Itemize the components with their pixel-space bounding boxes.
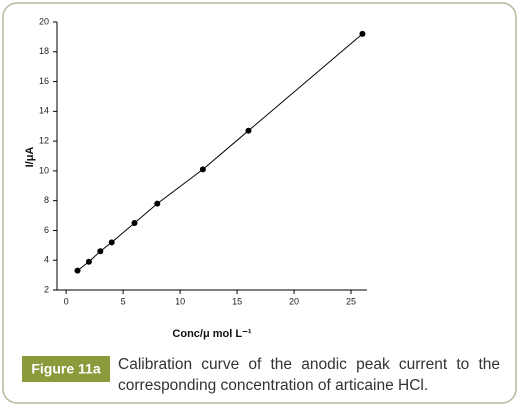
- x-tick-label: 15: [232, 296, 242, 306]
- y-tick-label: 14: [39, 106, 49, 116]
- data-point: [74, 267, 81, 274]
- y-axis-label: I/μA: [24, 147, 36, 168]
- y-tick-label: 8: [44, 195, 49, 205]
- data-point: [154, 200, 161, 207]
- data-point: [245, 127, 252, 134]
- data-point: [359, 30, 366, 37]
- frame: [2, 2, 517, 404]
- fit-line: [77, 33, 363, 272]
- data-point: [85, 258, 92, 265]
- y-tick-label: 18: [39, 46, 49, 56]
- y-tick-label: 20: [39, 16, 49, 26]
- data-point: [131, 220, 138, 226]
- y-tick-label: 12: [39, 135, 49, 145]
- y-tick-label: 2: [44, 284, 49, 294]
- y-tick-label: 10: [39, 165, 49, 175]
- y-tick-label: 6: [44, 225, 49, 235]
- x-tick-label: 0: [64, 296, 69, 306]
- caption-label: Figure 11a: [31, 361, 100, 377]
- y-tick-label: 4: [44, 255, 49, 265]
- x-tick-label: 20: [289, 296, 299, 306]
- x-tick-label: 25: [346, 296, 356, 306]
- data-point: [108, 239, 115, 246]
- x-axis-label: Conc/μ mol L⁻¹: [172, 328, 251, 340]
- data-point: [199, 166, 206, 173]
- data-point: [97, 248, 104, 255]
- y-tick-label: 16: [39, 76, 49, 86]
- x-tick-label: 10: [175, 296, 185, 306]
- x-tick-label: 5: [121, 296, 126, 306]
- caption-text: Calibration curve of the anodic peak cur…: [118, 356, 500, 394]
- caption-label-box: [22, 356, 110, 382]
